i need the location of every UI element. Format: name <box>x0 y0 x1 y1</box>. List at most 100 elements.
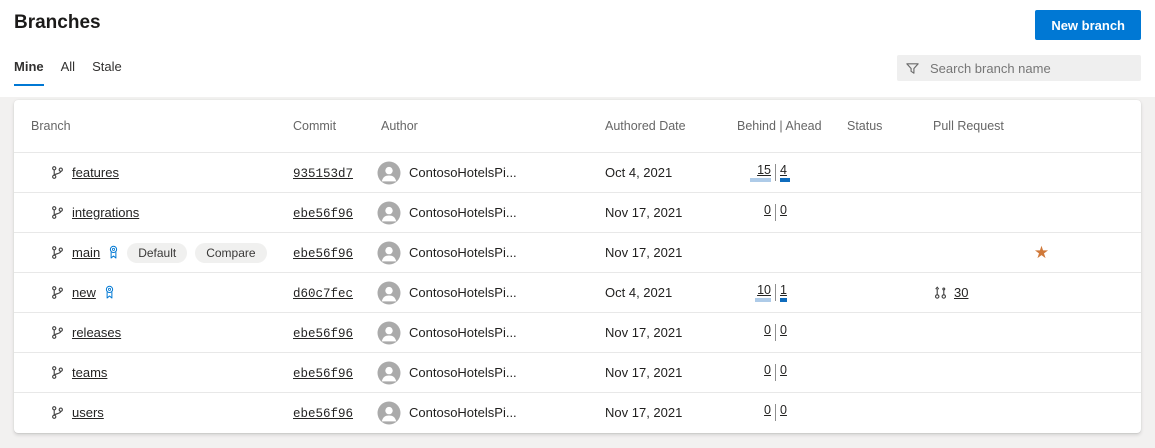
ahead-count[interactable]: 4 <box>780 163 787 177</box>
commit-link[interactable]: ebe56f96 <box>293 406 354 421</box>
pull-request-icon <box>933 285 948 300</box>
avatar <box>377 241 401 265</box>
behind-ahead-cell: 15 4 <box>723 163 833 182</box>
branch-search <box>897 55 1141 81</box>
author-name: ContosoHotelsPi... <box>409 245 517 260</box>
column-header-pull-request: Pull Request <box>933 119 1004 133</box>
behind-ahead-divider <box>775 284 776 301</box>
avatar <box>377 281 401 305</box>
commit-link[interactable]: d60c7fec <box>293 286 354 301</box>
author-name: ContosoHotelsPi... <box>409 205 517 220</box>
ahead-count[interactable]: 0 <box>780 323 787 337</box>
git-branch-icon <box>50 205 65 220</box>
pull-request-cell: 30 <box>919 285 1014 300</box>
authored-date: Nov 17, 2021 <box>605 405 683 420</box>
table-body: features 935153d7 ContosoHotelsPi... Oct… <box>14 152 1141 432</box>
default-pill[interactable]: Default <box>127 242 188 263</box>
branch-badges: Default Compare <box>127 242 274 263</box>
ahead-bar <box>780 298 787 302</box>
branch-row[interactable]: teams ebe56f96 ContosoHotelsPi... Nov 17… <box>14 352 1141 392</box>
branch-link[interactable]: users <box>72 405 104 420</box>
new-branch-button[interactable]: New branch <box>1035 10 1141 40</box>
behind-ahead-cell: 0 0 <box>723 403 833 422</box>
ahead-count[interactable]: 0 <box>780 403 787 417</box>
authored-date: Nov 17, 2021 <box>605 245 683 260</box>
branch-link[interactable]: new <box>72 285 96 300</box>
author-name: ContosoHotelsPi... <box>409 405 517 420</box>
branches-table-card: Branch Commit Author Authored Date Behin… <box>14 100 1141 433</box>
git-branch-icon <box>50 365 65 380</box>
branch-row[interactable]: new d60c7fec ContosoHotelsPi... Oc <box>14 272 1141 312</box>
ahead-count[interactable]: 0 <box>780 363 787 377</box>
compare-pill[interactable]: Compare <box>195 242 267 263</box>
search-input[interactable] <box>928 59 1133 77</box>
branch-link[interactable]: teams <box>72 365 108 380</box>
behind-count[interactable]: 0 <box>764 363 771 377</box>
tab-all[interactable]: All <box>60 59 76 74</box>
behind-count[interactable]: 0 <box>764 323 771 337</box>
branch-link[interactable]: main <box>72 245 101 260</box>
branch-row[interactable]: integrations ebe56f96 ContosoHotelsPi...… <box>14 192 1141 232</box>
content-area: Branch Commit Author Authored Date Behin… <box>0 97 1155 448</box>
column-header-commit: Commit <box>293 119 337 133</box>
authored-date: Nov 17, 2021 <box>605 205 683 220</box>
commit-link[interactable]: 935153d7 <box>293 166 354 181</box>
behind-count[interactable]: 0 <box>764 203 771 217</box>
git-branch-icon <box>50 165 65 180</box>
author-name: ContosoHotelsPi... <box>409 365 517 380</box>
tab-bar: Mine All Stale <box>14 59 139 86</box>
authored-date: Nov 17, 2021 <box>605 325 683 340</box>
filter-icon <box>906 62 919 74</box>
table-header-row: Branch Commit Author Authored Date Behin… <box>14 100 1141 152</box>
behind-ahead-cell: 0 0 <box>723 323 833 342</box>
behind-count[interactable]: 10 <box>757 283 771 297</box>
avatar <box>377 361 401 385</box>
pull-request-link[interactable]: 30 <box>954 285 969 300</box>
commit-link[interactable]: ebe56f96 <box>293 326 354 341</box>
column-header-authored-date: Authored Date <box>605 119 686 133</box>
behind-ahead-cell: 0 0 <box>723 203 833 222</box>
git-branch-icon <box>50 405 65 420</box>
commit-link[interactable]: ebe56f96 <box>293 366 354 381</box>
authored-date: Oct 4, 2021 <box>605 165 673 180</box>
tab-mine[interactable]: Mine <box>14 59 44 86</box>
favorite-star-icon[interactable]: ★ <box>1033 244 1050 261</box>
authored-date: Oct 4, 2021 <box>605 285 673 300</box>
column-header-status: Status <box>847 119 883 133</box>
avatar <box>377 161 401 185</box>
tab-stale[interactable]: Stale <box>92 59 122 74</box>
branch-row[interactable]: main Default Compare ebe56f96 ContosoHote… <box>14 232 1141 272</box>
author-name: ContosoHotelsPi... <box>409 165 517 180</box>
author-name: ContosoHotelsPi... <box>409 285 517 300</box>
behind-bar <box>755 298 771 302</box>
page-title: Branches <box>14 12 101 33</box>
author-name: ContosoHotelsPi... <box>409 325 517 340</box>
ahead-count[interactable]: 0 <box>780 203 787 217</box>
behind-ahead-divider <box>775 204 776 221</box>
column-header-author: Author <box>381 119 418 133</box>
git-branch-icon <box>50 245 65 260</box>
avatar <box>377 321 401 345</box>
branch-policy-badge-icon <box>108 245 119 260</box>
avatar <box>377 201 401 225</box>
git-branch-icon <box>50 285 65 300</box>
ahead-count[interactable]: 1 <box>780 283 787 297</box>
branch-row[interactable]: features 935153d7 ContosoHotelsPi... Oct… <box>14 152 1141 192</box>
commit-link[interactable]: ebe56f96 <box>293 246 354 261</box>
branch-link[interactable]: integrations <box>72 205 140 220</box>
behind-bar <box>750 178 771 182</box>
behind-ahead-divider <box>775 364 776 381</box>
commit-link[interactable]: ebe56f96 <box>293 206 354 221</box>
behind-count[interactable]: 15 <box>757 163 771 177</box>
avatar <box>377 401 401 425</box>
branch-row[interactable]: users ebe56f96 ContosoHotelsPi... Nov 17… <box>14 392 1141 432</box>
branch-link[interactable]: features <box>72 165 119 180</box>
behind-count[interactable]: 0 <box>764 403 771 417</box>
branch-row[interactable]: releases ebe56f96 ContosoHotelsPi... Nov… <box>14 312 1141 352</box>
behind-ahead-cell: 0 0 <box>723 363 833 382</box>
branch-link[interactable]: releases <box>72 325 122 340</box>
git-branch-icon <box>50 325 65 340</box>
authored-date: Nov 17, 2021 <box>605 365 683 380</box>
ahead-bar <box>780 178 790 182</box>
behind-ahead-divider <box>775 404 776 421</box>
